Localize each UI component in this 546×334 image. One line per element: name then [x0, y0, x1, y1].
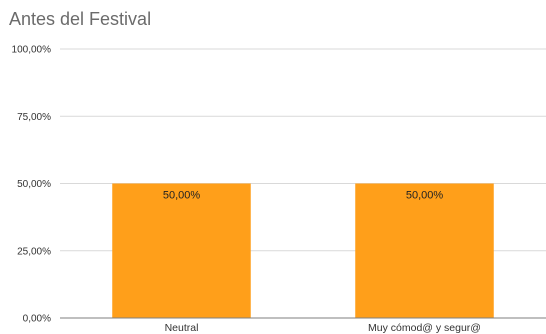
- x-category-label: Muy cómod@ y segur@: [368, 322, 481, 334]
- chart-title: Antes del Festival: [9, 9, 152, 29]
- y-tick-label: 100,00%: [12, 45, 52, 56]
- x-category-label: Neutral: [165, 322, 199, 334]
- bar-2: [355, 183, 494, 318]
- y-tick-label: 75,00%: [17, 112, 51, 123]
- data-label: 50,00%: [406, 190, 444, 202]
- y-tick-label: 25,00%: [17, 246, 51, 257]
- y-tick-label: 0,00%: [23, 314, 51, 325]
- bar-1: [112, 183, 251, 318]
- data-label: 50,00%: [163, 190, 201, 202]
- y-tick-label: 50,00%: [17, 179, 51, 190]
